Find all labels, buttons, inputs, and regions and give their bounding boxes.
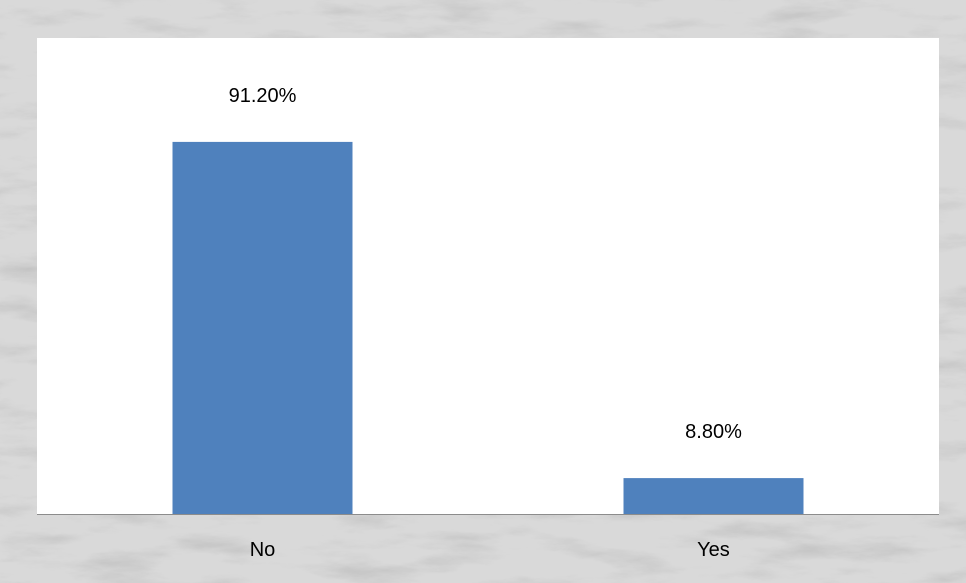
data-label-yes: 8.80% — [685, 421, 742, 443]
bars-layer — [172, 141, 804, 514]
x-tick-label-no: No — [250, 539, 276, 561]
bar-yes — [623, 478, 804, 514]
x-tick-label-yes: Yes — [697, 539, 730, 561]
data-label-no: 91.20% — [229, 85, 297, 107]
bar-no — [172, 141, 353, 514]
data-labels-layer: 91.20% 8.80% — [229, 85, 742, 443]
x-tick-labels-layer: No Yes — [250, 539, 730, 561]
